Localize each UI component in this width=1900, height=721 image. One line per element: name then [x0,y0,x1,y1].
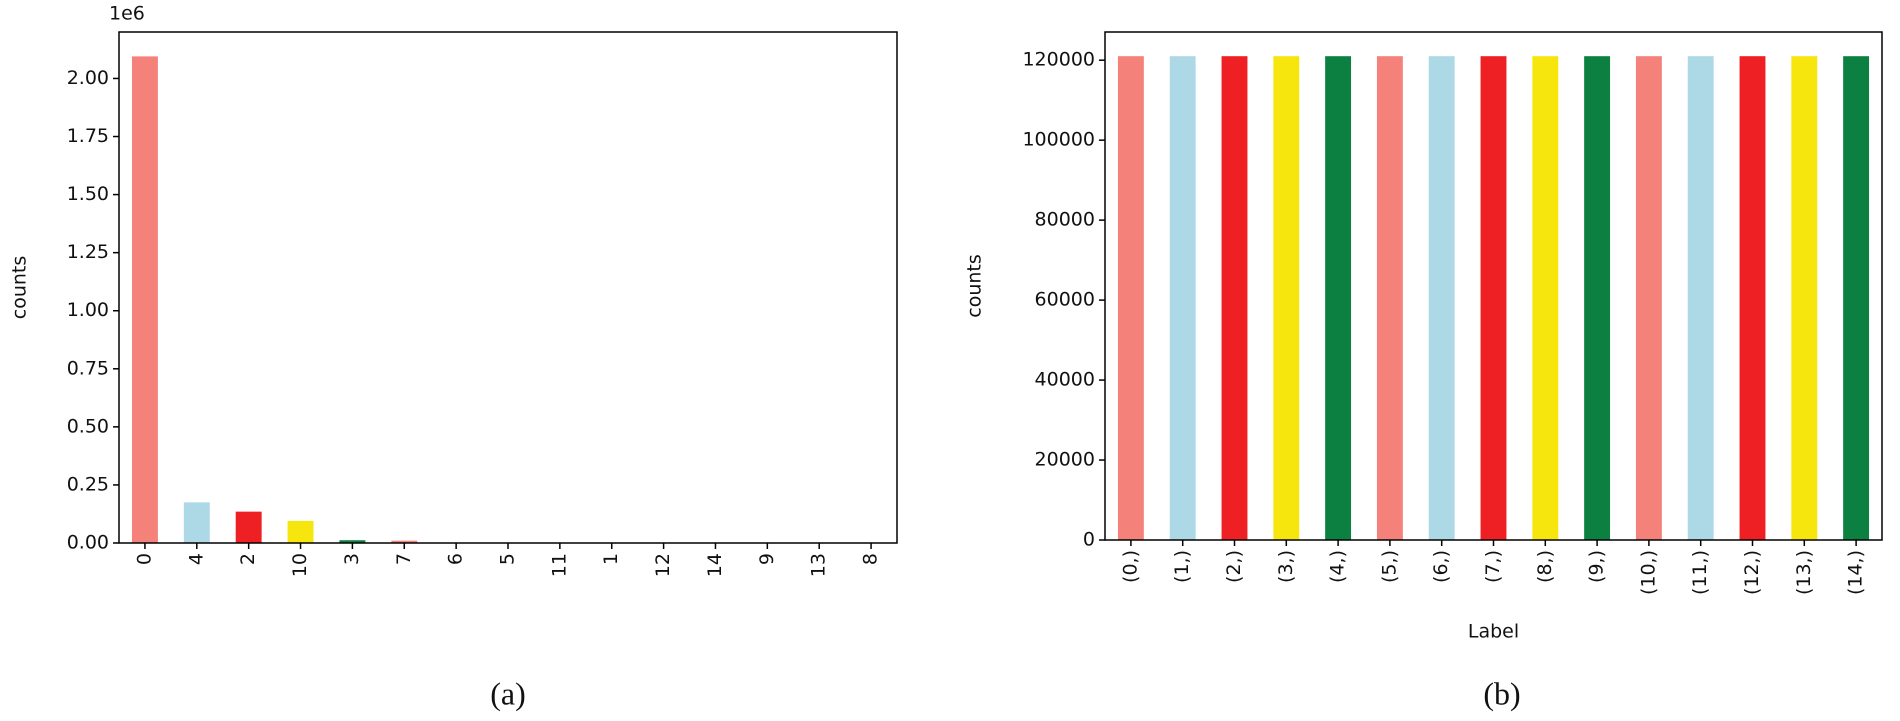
y-tick-label: 60000 [1035,289,1095,311]
x-tick-label: 9 [756,553,778,565]
y-tick-label: 1.75 [67,125,109,147]
y-tick-label: 80000 [1035,209,1095,231]
x-tick-label: 4 [185,553,207,565]
x-tick-label: (13,) [1793,550,1815,595]
bar [1843,56,1870,540]
y-tick-label: 0.50 [67,415,109,437]
x-tick-label: (8,) [1534,550,1556,583]
bar [1117,56,1144,540]
x-tick-label: (0,) [1119,550,1141,583]
x-tick-label: 3 [341,553,363,565]
bar [1376,56,1403,540]
bar [1325,56,1352,540]
bar [287,520,314,543]
bar [391,540,418,543]
y-tick-label: 0.25 [67,473,109,495]
x-tick-label: 2 [237,553,259,565]
x-tick-label: 14 [704,553,726,577]
bar [1635,56,1662,540]
x-tick-label: (1,) [1171,550,1193,583]
y-tick-label: 120000 [1022,49,1095,71]
x-tick-label: 8 [860,553,882,565]
x-axis-label: Label [1468,621,1519,643]
bar [1687,56,1714,540]
y-tick-label: 1.25 [67,241,109,263]
bar [1480,56,1507,540]
x-tick-label: (4,) [1327,550,1349,583]
y-axis-label: counts [9,256,31,320]
bar [1532,56,1559,540]
x-tick-label: (7,) [1482,550,1504,583]
x-tick-label: 7 [393,553,415,565]
y-tick-label: 0.75 [67,357,109,379]
x-tick-label: (2,) [1223,550,1245,583]
bar [1273,56,1300,540]
bar [1428,56,1455,540]
caption: (b) [1483,675,1520,711]
y-tick-label: 100000 [1022,129,1095,151]
x-tick-label: 5 [497,553,519,565]
bar [235,511,262,543]
x-tick-label: 13 [808,553,830,577]
x-tick-label: (9,) [1586,550,1608,583]
x-tick-label: 12 [652,553,674,577]
x-tick-label: (12,) [1741,550,1763,595]
x-tick-label: 1 [600,553,622,565]
y-tick-label: 1.50 [67,183,109,205]
bar [339,540,366,543]
x-tick-label: 10 [289,553,311,577]
caption: (a) [490,675,526,711]
axis-offset-label: 1e6 [109,3,145,25]
bar [131,56,158,543]
x-tick-label: (3,) [1275,550,1297,583]
x-tick-label: (6,) [1430,550,1452,583]
y-tick-label: 1.00 [67,299,109,321]
plot-frame [118,31,898,544]
bar [1791,56,1818,540]
x-tick-label: (5,) [1378,550,1400,583]
y-tick-label: 2.00 [67,67,109,89]
plot-frame [1104,31,1883,541]
y-tick-label: 0 [1083,529,1095,551]
x-tick-label: (11,) [1689,550,1711,595]
bar [183,502,210,543]
x-tick-label: (14,) [1845,550,1867,595]
x-tick-label: 6 [445,553,467,565]
y-axis-label: counts [964,254,986,318]
bar [1739,56,1766,540]
y-tick-label: 0.00 [67,532,109,554]
y-tick-label: 20000 [1035,449,1095,471]
bar [1584,56,1611,540]
x-tick-label: 11 [548,553,570,577]
bar [1221,56,1248,540]
x-tick-label: (10,) [1637,550,1659,595]
x-tick-label: 0 [133,553,155,565]
y-tick-label: 40000 [1035,369,1095,391]
bar [1169,56,1196,540]
